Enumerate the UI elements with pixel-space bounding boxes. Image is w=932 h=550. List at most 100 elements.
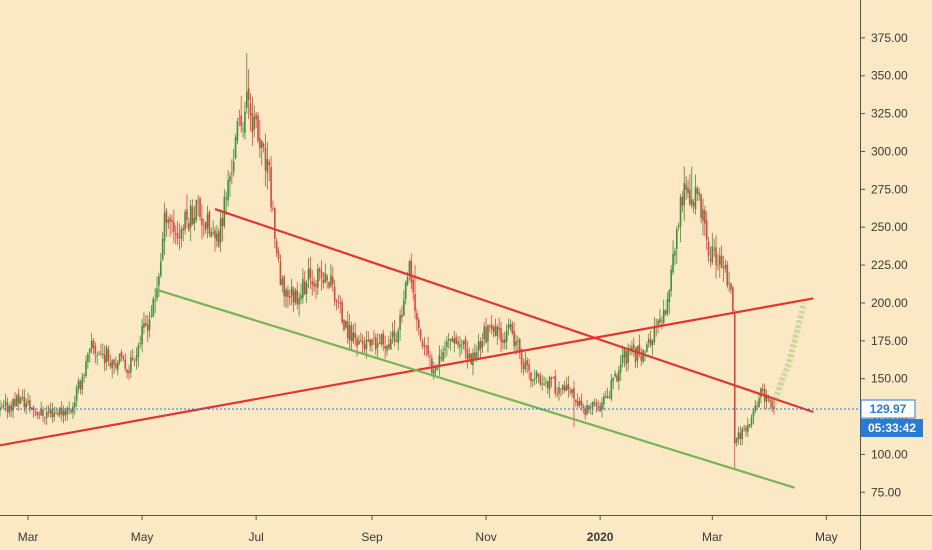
candle — [229, 172, 231, 198]
candle — [133, 358, 136, 367]
candle — [217, 228, 220, 249]
candle — [23, 388, 26, 413]
candle — [403, 290, 405, 316]
candle — [105, 344, 108, 371]
candle — [115, 356, 117, 371]
candle — [388, 335, 390, 351]
candle — [307, 257, 310, 289]
candle — [322, 271, 325, 289]
candle — [374, 333, 377, 355]
candle — [135, 347, 138, 370]
candle — [505, 324, 508, 350]
candle — [685, 175, 687, 201]
candle — [6, 397, 9, 419]
candle — [195, 199, 198, 223]
candle — [419, 328, 422, 342]
candle — [251, 96, 254, 146]
candle — [720, 245, 723, 269]
candle — [575, 399, 577, 407]
candle — [601, 397, 603, 418]
candle — [382, 329, 385, 351]
candle — [259, 120, 261, 158]
candle — [294, 287, 297, 306]
candle — [38, 411, 41, 420]
current-price-badge: 129.97 — [860, 399, 916, 419]
candle — [477, 333, 480, 358]
candle — [137, 342, 140, 368]
candle — [705, 211, 708, 250]
candle — [748, 423, 751, 428]
candle — [483, 322, 486, 346]
candle — [481, 332, 484, 353]
candle — [479, 337, 482, 359]
candle — [535, 370, 538, 384]
candle — [283, 274, 285, 307]
x-tick-label: May — [131, 530, 154, 544]
candle — [242, 121, 244, 138]
candle — [421, 338, 424, 350]
candle — [21, 389, 24, 401]
candle — [161, 232, 164, 262]
candle — [696, 185, 699, 201]
candle — [189, 199, 192, 241]
candle — [94, 342, 97, 364]
candle — [369, 338, 371, 352]
candle — [328, 281, 330, 290]
candle — [122, 354, 125, 362]
candle — [401, 305, 403, 324]
candle — [545, 377, 547, 388]
candle — [240, 96, 242, 133]
candle — [675, 226, 678, 264]
candle — [216, 225, 218, 248]
candle — [632, 337, 635, 357]
candle — [34, 408, 37, 417]
candle — [393, 319, 396, 347]
candle — [100, 343, 102, 357]
candle — [520, 348, 523, 374]
candle — [447, 333, 450, 349]
candle — [173, 209, 175, 243]
candle — [389, 331, 392, 350]
candle — [758, 393, 760, 408]
candle — [180, 225, 183, 248]
candle — [1, 402, 3, 409]
candle — [567, 375, 570, 398]
candle — [735, 437, 738, 447]
candle — [702, 198, 704, 236]
candle — [81, 372, 84, 396]
y-tick-label: 100.00 — [871, 447, 908, 461]
candle — [414, 265, 416, 320]
candle — [647, 333, 650, 348]
candle — [68, 401, 70, 414]
candle — [642, 348, 644, 364]
trend-line — [154, 288, 795, 489]
candle — [464, 335, 467, 360]
candle — [752, 408, 755, 425]
candle — [513, 322, 515, 351]
candle — [608, 391, 611, 399]
candle — [313, 277, 315, 293]
candle — [487, 324, 489, 353]
candle — [485, 317, 487, 344]
candle — [139, 335, 142, 349]
candle — [526, 357, 529, 374]
candle — [728, 271, 730, 292]
candle — [350, 321, 353, 352]
candle — [668, 289, 671, 315]
candle — [537, 373, 540, 384]
candle — [474, 343, 476, 360]
candle — [49, 402, 52, 418]
candle — [178, 223, 181, 251]
candle — [210, 227, 213, 238]
candle — [0, 400, 1, 417]
candle — [687, 179, 689, 199]
candle — [212, 220, 214, 236]
candle — [681, 191, 684, 213]
candle — [730, 282, 732, 294]
candle — [45, 405, 48, 425]
candle — [281, 275, 284, 293]
candle — [378, 334, 381, 345]
candle — [511, 321, 514, 336]
candle — [290, 278, 293, 306]
